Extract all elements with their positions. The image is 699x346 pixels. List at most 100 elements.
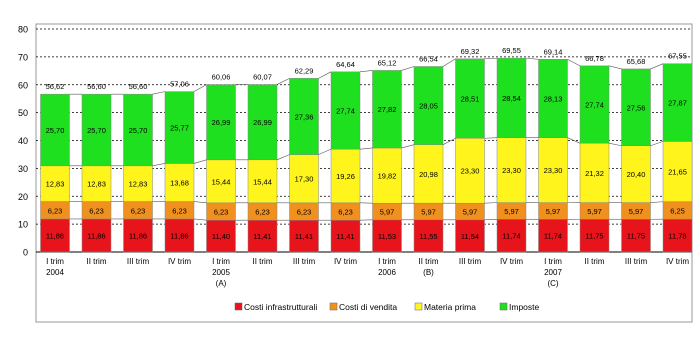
x-tick-label: 2005 <box>212 268 230 277</box>
legend-swatch <box>330 303 337 310</box>
segment-value-label: 21,65 <box>668 168 687 177</box>
segment-value-label: 27,56 <box>627 103 646 112</box>
segment-value-label: 15,44 <box>253 177 272 186</box>
segment-value-label: 11,86 <box>129 231 147 240</box>
x-tick-label: I trim <box>212 257 230 266</box>
segment-value-label: 5,97 <box>463 208 478 217</box>
total-value-label: 66,54 <box>419 54 438 63</box>
x-tick-label: 2007 <box>544 268 562 277</box>
segment-value-label: 12,83 <box>129 180 148 189</box>
total-value-label: 69,55 <box>502 46 521 55</box>
segment-value-label: 5,97 <box>380 208 395 217</box>
segment-value-label: 11,40 <box>212 232 230 241</box>
legend-label: Imposte <box>509 302 540 312</box>
segment-value-label: 13,68 <box>170 179 189 188</box>
x-tick-label: (B) <box>423 268 434 277</box>
y-tick-label: 10 <box>18 220 28 230</box>
x-tick-label: (A) <box>216 279 227 288</box>
segment-value-label: 11,41 <box>253 232 271 241</box>
x-tick-label: (C) <box>547 279 558 288</box>
total-value-label: 65,68 <box>627 57 646 66</box>
x-tick-label: 2006 <box>378 268 396 277</box>
segment-value-label: 11,54 <box>461 232 479 241</box>
segment-value-label: 28,51 <box>461 95 480 104</box>
segment-value-label: 5,97 <box>504 207 519 216</box>
segment-value-label: 6,23 <box>297 208 312 217</box>
segment-value-label: 11,53 <box>378 232 396 241</box>
segment-value-label: 5,97 <box>421 207 436 216</box>
x-tick-label: III trim <box>459 257 482 266</box>
y-tick-label: 50 <box>18 108 28 118</box>
segment-value-label: 28,54 <box>502 94 521 103</box>
x-tick-label: I trim <box>544 257 562 266</box>
x-tick-label: II trim <box>253 257 273 266</box>
x-tick-label: III trim <box>625 257 648 266</box>
x-tick-label: IV trim <box>666 257 689 266</box>
segment-value-label: 6,23 <box>255 208 270 217</box>
segment-value-label: 6,23 <box>338 208 353 217</box>
segment-value-label: 11,55 <box>419 232 437 241</box>
segment-value-label: 6,25 <box>670 206 685 215</box>
segment-value-label: 11,41 <box>295 232 313 241</box>
segment-value-label: 5,97 <box>629 207 644 216</box>
x-tick-label: II trim <box>585 257 605 266</box>
legend-label: Costi di vendita <box>339 302 397 312</box>
segment-value-label: 11,78 <box>668 232 686 241</box>
x-tick-label: IV trim <box>500 257 523 266</box>
segment-value-label: 11,86 <box>170 231 188 240</box>
segment-value-label: 25,77 <box>170 124 189 133</box>
segment-value-label: 21,32 <box>585 169 604 178</box>
total-value-label: 60,07 <box>253 73 272 82</box>
total-value-label: 69,14 <box>544 47 563 56</box>
x-tick-label: IV trim <box>334 257 357 266</box>
segment-value-label: 11,86 <box>46 231 64 240</box>
total-value-label: 64,64 <box>336 60 355 69</box>
segment-value-label: 25,70 <box>87 126 106 135</box>
segment-value-label: 6,23 <box>172 206 187 215</box>
segment-value-label: 20,98 <box>419 170 438 179</box>
total-value-label: 69,32 <box>461 47 480 56</box>
y-tick-label: 40 <box>18 136 28 146</box>
total-value-label: 62,29 <box>295 66 314 75</box>
y-tick-label: 60 <box>18 80 28 90</box>
x-tick-label: III trim <box>293 257 316 266</box>
segment-value-label: 15,44 <box>212 177 231 186</box>
segment-value-label: 11,41 <box>336 232 354 241</box>
total-value-label: 60,06 <box>212 73 231 82</box>
segment-value-label: 28,05 <box>419 102 438 111</box>
segment-value-label: 27,74 <box>585 101 604 110</box>
segment-value-label: 6,23 <box>89 206 104 215</box>
segment-value-label: 20,40 <box>627 170 646 179</box>
total-value-label: 56,60 <box>129 82 148 91</box>
total-value-label: 66,78 <box>585 54 604 63</box>
x-tick-label: 2004 <box>46 268 64 277</box>
y-tick-label: 20 <box>18 192 28 202</box>
x-tick-label: I trim <box>46 257 64 266</box>
x-tick-label: I trim <box>378 257 396 266</box>
segment-value-label: 23,30 <box>544 166 563 175</box>
segment-value-label: 27,82 <box>378 105 397 114</box>
segment-value-label: 25,70 <box>46 126 65 135</box>
total-value-label: 67,55 <box>668 52 687 61</box>
segment-value-label: 19,26 <box>336 172 355 181</box>
segment-value-label: 17,30 <box>295 175 314 184</box>
x-tick-label: II trim <box>87 257 107 266</box>
segment-value-label: 19,82 <box>378 172 397 181</box>
legend-swatch <box>500 303 507 310</box>
segment-value-label: 11,75 <box>585 232 603 241</box>
total-value-label: 56,62 <box>46 82 65 91</box>
x-tick-label: II trim <box>419 257 439 266</box>
segment-value-label: 12,83 <box>46 180 65 189</box>
y-tick-label: 80 <box>18 25 28 35</box>
x-tick-label: IV trim <box>168 257 191 266</box>
segment-value-label: 25,70 <box>129 126 148 135</box>
segment-value-label: 11,74 <box>544 232 562 241</box>
total-value-label: 56,60 <box>87 82 106 91</box>
y-tick-label: 30 <box>18 164 28 174</box>
segment-value-label: 11,74 <box>502 232 520 241</box>
segment-value-label: 23,30 <box>502 166 521 175</box>
segment-value-label: 5,97 <box>546 207 561 216</box>
segment-value-label: 5,97 <box>587 207 602 216</box>
